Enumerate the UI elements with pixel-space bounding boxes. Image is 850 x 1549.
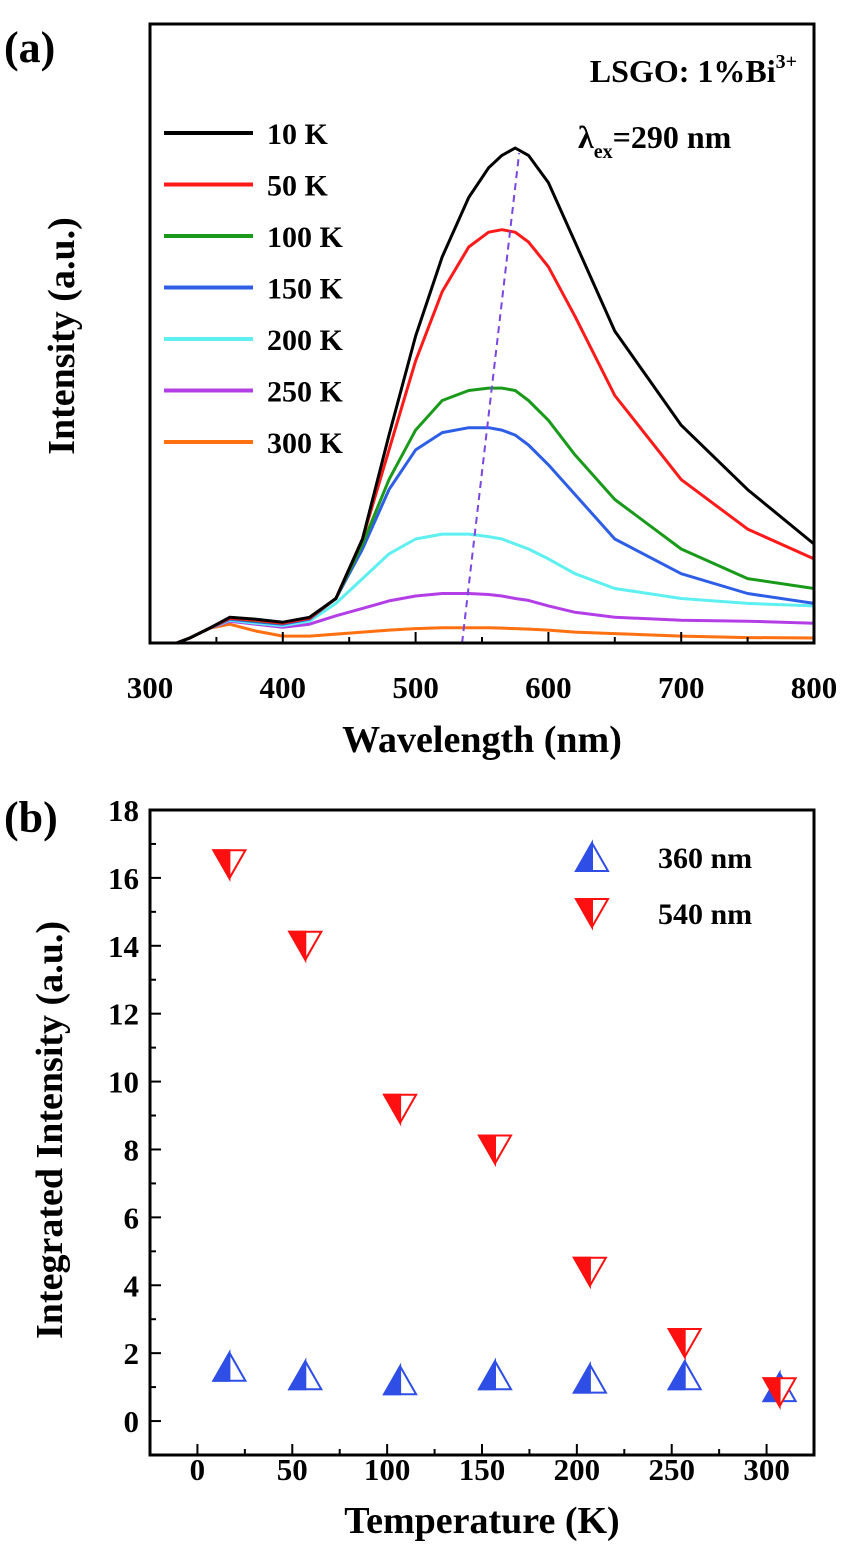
- legend-label-10k: 10 K: [267, 118, 329, 151]
- panel-b-label: (b): [4, 793, 58, 842]
- panel-a-label: (a): [4, 23, 55, 72]
- legend-label-360nm: 360 nm: [658, 842, 752, 875]
- legend-label-200k: 200 K: [267, 324, 344, 357]
- panel-b-legend: 360 nm 540 nm: [574, 839, 752, 931]
- panel-a-frame: [148, 22, 816, 645]
- legend-label-300k: 300 K: [267, 427, 344, 460]
- peak-shift-guide-line: [461, 152, 521, 644]
- marker-360nm-100K: [382, 1362, 418, 1396]
- panel-a-x-axis-label: Wavelength (nm): [342, 719, 622, 761]
- panel-b-y-tick-label: 18: [108, 793, 139, 828]
- spectrum-line-300k: [176, 622, 815, 645]
- panel-b-data-points: [211, 849, 798, 1410]
- panel-b-y-tick-label: 12: [108, 997, 139, 1032]
- marker-540nm-300K: [761, 1377, 798, 1410]
- panel-a-x-tick-label: 600: [525, 670, 572, 705]
- panel-b-x-tick-label: 250: [648, 1452, 695, 1487]
- panel-a-y-axis-label: Intensity (a.u.): [41, 217, 83, 455]
- panel-a-plot-area: [176, 146, 815, 645]
- marker-360nm-150K: [477, 1357, 513, 1391]
- marker-540nm-50K: [287, 930, 324, 964]
- panel-a-legend: 10 K 50 K 100 K 150 K 200 K 250 K 300 K: [164, 118, 344, 460]
- panel-b-y-tick-label: 6: [124, 1200, 140, 1235]
- panel-b-y-tick-label: 10: [108, 1065, 139, 1100]
- panel-b-ticks: 0 50 100 150 200 250 300 0 2 4 6 8 10 12 14 16 18: [108, 793, 790, 1487]
- marker-540nm-200K: [572, 1256, 608, 1290]
- legend-label-150k: 150 K: [267, 273, 344, 306]
- panel-b-x-tick-label: 200: [554, 1452, 601, 1487]
- sample-superscript: 3+: [776, 51, 797, 73]
- legend-marker-360nm: [574, 839, 610, 872]
- lambda-symbol: λ: [578, 119, 594, 155]
- sample-name: LSGO: 1%Bi: [590, 53, 776, 89]
- marker-540nm-150K: [477, 1134, 513, 1168]
- marker-360nm-200K: [572, 1360, 608, 1394]
- legend-marker-540nm: [574, 898, 610, 931]
- panel-a-x-ticks: 300 400 500 600 700 800: [127, 632, 838, 705]
- legend-label-100k: 100 K: [267, 221, 344, 254]
- panel-a-emission-spectra: (a) 300 400 500 600 700 800 Wavelength (nm) I…: [4, 22, 838, 761]
- panel-b-x-tick-label: 0: [190, 1452, 206, 1487]
- panel-b-y-tick-label: 0: [124, 1404, 140, 1439]
- panel-b-x-axis-label: Temperature (K): [344, 1500, 619, 1542]
- panel-a-sample-annotation: LSGO: 1%Bi3+: [590, 51, 797, 89]
- panel-a-x-tick-label: 300: [127, 670, 174, 705]
- panel-b-y-axis-label: Integrated Intensity (a.u.): [29, 921, 71, 1339]
- marker-540nm-100K: [382, 1093, 418, 1127]
- panel-a-excitation-annotation: λex=290 nm: [578, 119, 732, 163]
- excitation-subscript: ex: [594, 141, 613, 163]
- panel-b-x-tick-label: 50: [277, 1452, 308, 1487]
- panel-b-x-tick-label: 100: [364, 1452, 411, 1487]
- marker-360nm-10K: [211, 1348, 248, 1382]
- spectrum-line-10k: [176, 146, 815, 645]
- panel-b-x-tick-label: 300: [743, 1452, 790, 1487]
- excitation-value: =290 nm: [613, 119, 732, 155]
- marker-360nm-250K: [666, 1357, 703, 1391]
- legend-label-50k: 50 K: [267, 170, 329, 203]
- panel-a-x-tick-label: 800: [791, 670, 838, 705]
- panel-a-x-tick-label: 500: [392, 670, 439, 705]
- legend-label-540nm: 540 nm: [658, 898, 752, 931]
- panel-b-y-tick-label: 4: [124, 1268, 140, 1303]
- panel-b-y-tick-label: 8: [124, 1132, 140, 1167]
- marker-540nm-250K: [666, 1328, 703, 1361]
- legend-label-250k: 250 K: [267, 376, 344, 409]
- panel-a-x-tick-label: 400: [260, 670, 307, 705]
- panel-b-x-tick-label: 150: [459, 1452, 506, 1487]
- panel-b-y-tick-label: 14: [108, 929, 139, 964]
- marker-360nm-50K: [287, 1357, 324, 1391]
- marker-540nm-10K: [211, 849, 248, 883]
- panel-a-x-tick-label: 700: [658, 670, 705, 705]
- panel-b-y-tick-label: 2: [124, 1336, 140, 1371]
- panel-b-y-tick-label: 16: [108, 861, 139, 896]
- panel-b-integrated-intensity: (b) 0 50 100 150 200 250 300 0 2 4 6 8 10 12 14 16 18 36…: [4, 793, 816, 1542]
